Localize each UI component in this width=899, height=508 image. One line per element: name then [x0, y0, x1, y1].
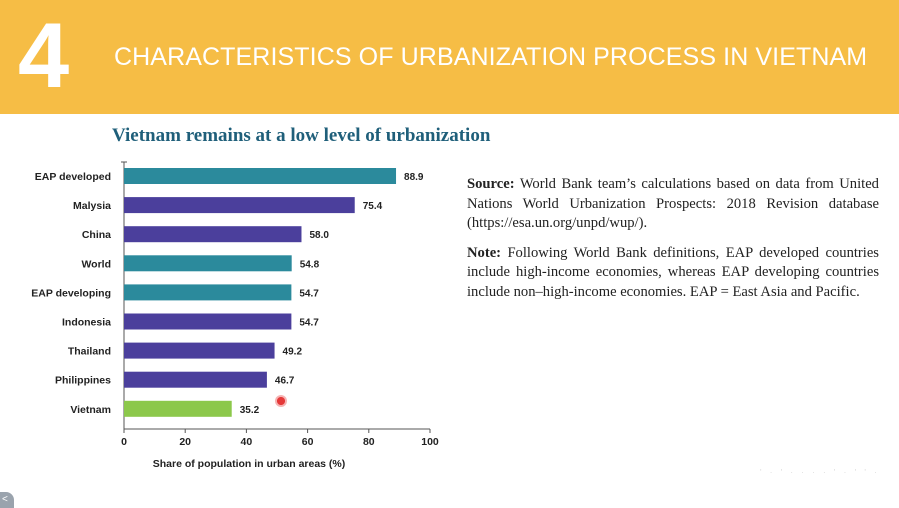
note-label: Note: — [467, 244, 502, 261]
category-label: Malysia — [73, 200, 111, 212]
corner-badge[interactable]: < — [0, 492, 14, 508]
x-tick-label: 40 — [241, 436, 253, 448]
chart-notes: Source: World Bank team’s calculations b… — [467, 175, 879, 313]
bar-malysia — [124, 197, 355, 214]
data-label: 88.9 — [404, 172, 424, 183]
faint-footer-text: ' · ' · · · · ' · ' ' · — [760, 468, 880, 477]
data-label: 75.4 — [363, 201, 383, 212]
category-label: Thailand — [68, 346, 111, 358]
slide-header: 4 CHARACTERISTICS OF URBANIZATION PROCES… — [0, 0, 899, 114]
bar-vietnam — [124, 400, 232, 417]
data-label: 35.2 — [240, 405, 260, 416]
chart-title: Vietnam remains at a low level of urbani… — [112, 125, 491, 146]
x-tick-label: 80 — [363, 436, 375, 448]
bar-indonesia — [124, 313, 292, 330]
note-paragraph: Note: Following World Bank definitions, … — [467, 244, 879, 303]
corner-badge-label: < — [2, 494, 8, 505]
bar-eap-developed — [124, 168, 397, 184]
category-label: World — [81, 258, 111, 270]
section-number: 4 — [18, 5, 70, 107]
bar-eap-developing — [124, 284, 292, 301]
source-label: Source: — [467, 176, 515, 192]
source-paragraph: Source: World Bank team’s calculations b… — [467, 175, 879, 234]
x-axis-label: Share of population in urban areas (%) — [153, 458, 346, 470]
slide-title: CHARACTERISTICS OF URBANIZATION PROCESS … — [114, 43, 868, 71]
category-label: Indonesia — [62, 317, 111, 329]
bar-china — [124, 226, 302, 243]
category-label: China — [82, 229, 111, 241]
x-tick-label: 20 — [179, 436, 191, 448]
mouse-cursor-indicator — [275, 395, 287, 407]
category-label: Philippines — [55, 375, 111, 387]
bar-philippines — [124, 371, 267, 388]
category-label: EAP developed — [35, 171, 111, 183]
data-label: 54.8 — [300, 259, 320, 270]
bar-world — [124, 255, 292, 272]
source-text: World Bank team’s calculations based on … — [467, 176, 879, 232]
x-tick-label: 60 — [302, 436, 314, 448]
data-label: 46.7 — [275, 376, 295, 387]
data-label: 54.7 — [299, 318, 319, 329]
category-label: Vietnam — [70, 404, 111, 416]
bar-thailand — [124, 342, 275, 359]
data-label: 54.7 — [299, 288, 319, 299]
data-label: 49.2 — [283, 347, 303, 358]
category-label: EAP developing — [31, 287, 111, 299]
note-text: Following World Bank definitions, EAP de… — [467, 244, 879, 300]
urbanization-bar-chart: 0 20 40 60 80 100 Share of population in urban… — [31, 161, 439, 470]
x-tick-label: 0 — [121, 436, 127, 448]
x-tick-label: 100 — [421, 436, 439, 448]
data-label: 58.0 — [309, 230, 329, 241]
